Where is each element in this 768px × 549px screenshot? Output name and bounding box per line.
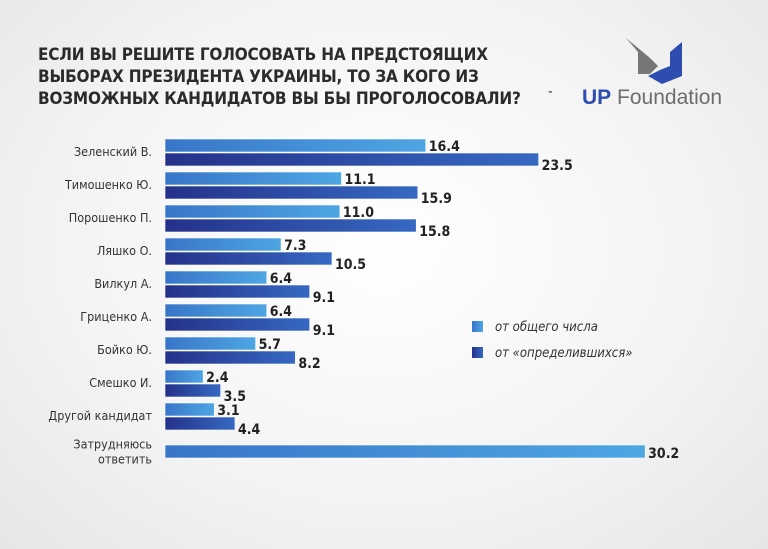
bar-total bbox=[164, 402, 215, 417]
bar-decided bbox=[164, 152, 539, 167]
dash: - bbox=[548, 84, 553, 100]
value-label: 3.1 bbox=[217, 403, 239, 419]
value-label: 4.4 bbox=[238, 422, 261, 438]
value-label: 9.1 bbox=[313, 323, 335, 339]
value-label: 15.8 bbox=[419, 224, 450, 240]
bar-decided bbox=[164, 350, 296, 365]
chart-title: ЕСЛИ ВЫ РЕШИТЕ ГОЛОСОВАТЬ НА ПРЕДСТОЯЩИХ… bbox=[38, 45, 521, 109]
bar-decided bbox=[164, 416, 236, 431]
logo-text: UP Foundation bbox=[582, 86, 723, 109]
legend-item-total: от общего числа bbox=[472, 320, 598, 335]
bar-decided bbox=[164, 317, 310, 332]
value-label: 11.0 bbox=[343, 205, 374, 221]
bar-decided bbox=[164, 185, 419, 200]
bar-total bbox=[164, 138, 427, 153]
bar-decided bbox=[164, 218, 417, 233]
value-label: 11.1 bbox=[344, 172, 375, 188]
bar-decided bbox=[164, 284, 310, 299]
bar-total bbox=[164, 171, 342, 186]
value-label: 10.5 bbox=[335, 257, 366, 273]
bar-total bbox=[164, 237, 282, 252]
bar-total bbox=[164, 204, 341, 219]
value-label: 3.5 bbox=[224, 389, 246, 405]
category-label: Бойко Ю. bbox=[97, 342, 152, 357]
up-foundation-logo-icon bbox=[626, 38, 682, 84]
value-label: 2.4 bbox=[206, 370, 229, 386]
bar-decided bbox=[164, 383, 221, 398]
value-label: 8.2 bbox=[298, 356, 320, 372]
category-label: Порошенко П. bbox=[69, 210, 152, 225]
bar-total bbox=[164, 369, 204, 384]
value-label: 23.5 bbox=[542, 158, 573, 174]
bar-total bbox=[164, 303, 268, 318]
value-label: 6.4 bbox=[270, 304, 293, 320]
value-label: 30.2 bbox=[648, 446, 679, 462]
category-label: Зеленский В. bbox=[74, 144, 152, 159]
legend-item-decided: от «определившихся» bbox=[472, 346, 632, 361]
bar-decided bbox=[164, 251, 333, 266]
category-label: Ляшко О. bbox=[97, 243, 152, 258]
category-label: Затрудняюсь ответить bbox=[73, 437, 152, 467]
value-label: 6.4 bbox=[270, 271, 293, 287]
value-label: 16.4 bbox=[429, 139, 460, 155]
value-label: 15.9 bbox=[421, 191, 452, 207]
category-label: Тимошенко Ю. bbox=[64, 177, 152, 192]
category-label: Гриценко А. bbox=[80, 309, 152, 324]
value-label: 9.1 bbox=[313, 290, 335, 306]
bar-total bbox=[164, 336, 256, 351]
value-label: 7.3 bbox=[284, 238, 306, 254]
bar-total bbox=[164, 444, 646, 459]
value-label: 5.7 bbox=[259, 337, 281, 353]
legend-swatch-dark bbox=[472, 347, 483, 358]
legend-swatch-light bbox=[472, 321, 483, 332]
category-label: Другой кандидат bbox=[48, 408, 152, 423]
category-label: Вилкул А. bbox=[94, 276, 152, 291]
category-label: Смешко И. bbox=[89, 375, 152, 390]
bar-total bbox=[164, 270, 268, 285]
